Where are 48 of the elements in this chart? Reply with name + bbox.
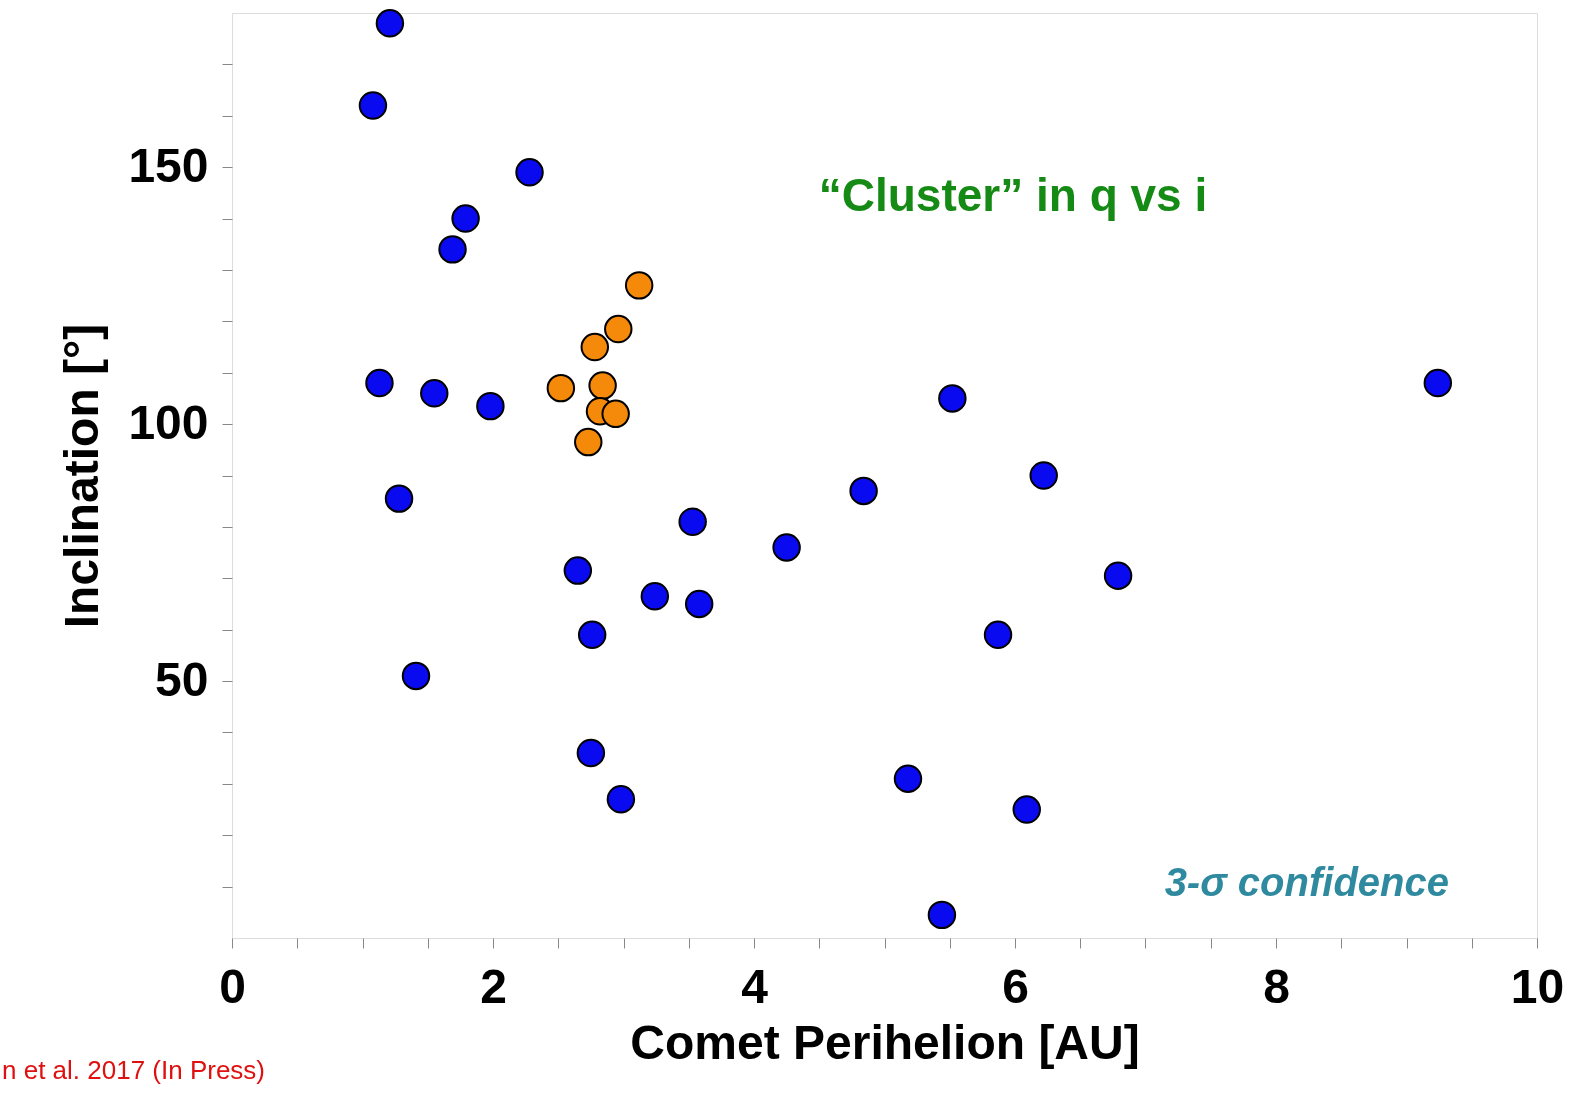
point xyxy=(893,764,923,793)
annotation: “Cluster” in q vs i xyxy=(818,169,1208,221)
x-tick-label: 6 xyxy=(1002,959,1029,1013)
point xyxy=(983,620,1013,650)
annotation: 3-σ confidence xyxy=(1164,860,1449,904)
y-axis-title: Inclination [°] xyxy=(55,323,109,629)
point xyxy=(588,371,617,400)
point xyxy=(1423,368,1453,398)
point xyxy=(563,556,593,585)
point xyxy=(358,91,388,120)
point xyxy=(420,379,449,408)
point xyxy=(604,314,633,344)
point xyxy=(546,373,576,403)
point xyxy=(365,368,394,398)
point xyxy=(772,533,801,562)
point xyxy=(1103,561,1133,590)
point xyxy=(1012,795,1041,824)
x-tick-label: 0 xyxy=(219,959,246,1013)
point xyxy=(384,484,414,513)
point xyxy=(678,507,707,536)
point xyxy=(438,235,467,264)
point xyxy=(375,9,405,38)
point xyxy=(606,785,636,814)
point xyxy=(580,332,610,362)
point xyxy=(451,204,480,233)
text: n et al. 2017 (In Press) xyxy=(2,1055,266,1085)
x-tick-label: 4 xyxy=(741,959,769,1013)
point xyxy=(927,900,957,930)
point xyxy=(574,427,603,457)
y-tick-label: 50 xyxy=(155,652,209,706)
point xyxy=(515,158,544,187)
y-tick-label: 150 xyxy=(128,138,209,192)
point xyxy=(1029,461,1058,490)
point xyxy=(684,589,714,619)
point xyxy=(476,391,505,421)
point xyxy=(938,384,967,413)
point xyxy=(640,582,670,611)
x-tick-label: 10 xyxy=(1510,959,1565,1013)
point xyxy=(401,661,431,691)
point xyxy=(849,476,878,506)
y-tick-label: 100 xyxy=(128,395,209,449)
point xyxy=(576,738,606,768)
point xyxy=(577,620,607,650)
point xyxy=(601,399,630,429)
x-tick-label: 8 xyxy=(1263,959,1290,1013)
x-axis-title: Comet Perihelion [AU] xyxy=(630,1015,1140,1069)
point xyxy=(624,271,654,300)
x-tick-label: 2 xyxy=(480,959,507,1013)
